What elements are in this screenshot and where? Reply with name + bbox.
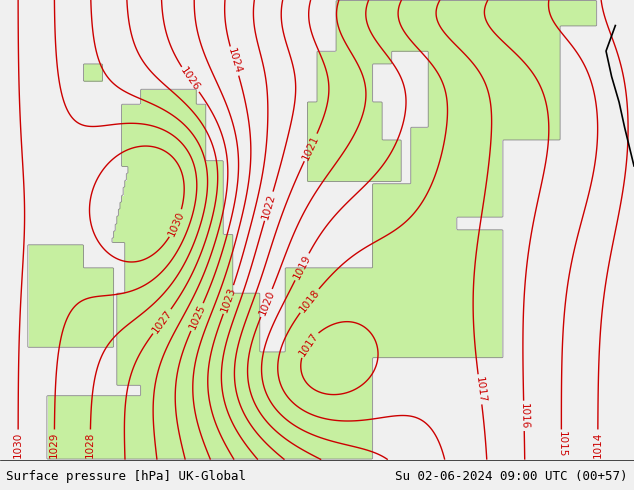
Text: 1021: 1021	[301, 133, 321, 162]
Text: 1022: 1022	[261, 192, 277, 220]
Text: 1017: 1017	[474, 376, 486, 403]
Text: 1026: 1026	[179, 66, 202, 93]
Text: Surface pressure [hPa] UK-Global: Surface pressure [hPa] UK-Global	[6, 470, 247, 483]
Text: 1017: 1017	[297, 330, 320, 358]
Text: 1030: 1030	[13, 432, 23, 458]
Text: 1014: 1014	[593, 432, 603, 458]
Text: 1024: 1024	[226, 47, 243, 75]
Text: 1019: 1019	[292, 253, 313, 281]
Text: 1029: 1029	[49, 431, 60, 458]
Text: 1027: 1027	[150, 308, 174, 335]
Text: 1030: 1030	[167, 209, 186, 238]
Text: Su 02-06-2024 09:00 UTC (00+57): Su 02-06-2024 09:00 UTC (00+57)	[395, 470, 628, 483]
Text: 1015: 1015	[557, 432, 566, 458]
Text: 1018: 1018	[297, 287, 321, 314]
Text: 1016: 1016	[519, 403, 529, 429]
Text: 1025: 1025	[187, 303, 207, 331]
Text: 1028: 1028	[85, 431, 95, 458]
Text: 1020: 1020	[257, 289, 276, 317]
Text: 1023: 1023	[219, 285, 238, 314]
